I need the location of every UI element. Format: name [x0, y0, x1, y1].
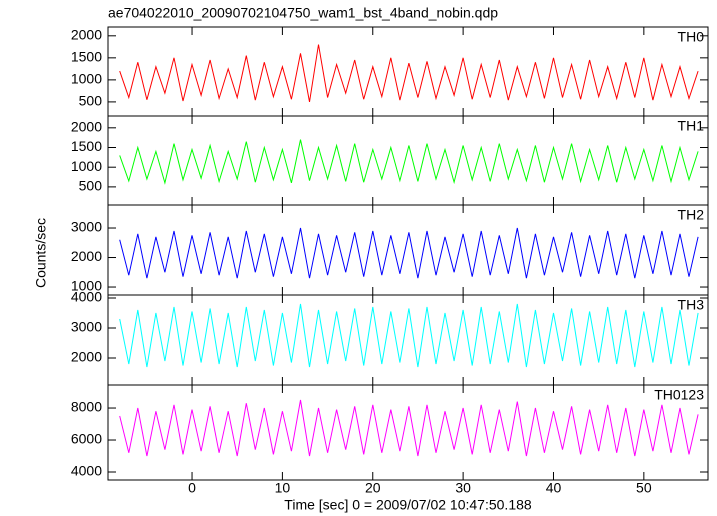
series-line [119, 139, 699, 185]
y-tick-label: 2000 [71, 349, 102, 365]
x-tick-label: 40 [546, 480, 562, 496]
panel-frame [107, 294, 709, 386]
x-tick-label: 20 [365, 480, 381, 496]
panel-frame [107, 115, 709, 206]
y-tick-label: 1500 [71, 138, 102, 154]
series-line [119, 399, 699, 457]
y-tick-label: 3000 [71, 319, 102, 335]
y-tick-label: 8000 [71, 399, 102, 415]
series-name: TH2 [678, 207, 705, 223]
series-name: TH3 [678, 297, 705, 313]
y-tick-label: 500 [79, 93, 103, 109]
x-axis-label: Time [sec] 0 = 2009/07/02 10:47:50.188 [284, 497, 532, 513]
series-name: TH0 [678, 29, 705, 45]
panel-frame [107, 204, 709, 296]
panel-frame [107, 384, 709, 481]
chart-title: ae704022010_20090702104750_wam1_bst_4ban… [108, 5, 498, 21]
panel-frame [107, 26, 709, 117]
y-tick-label: 1500 [71, 49, 102, 65]
series-line [119, 227, 699, 279]
y-axis-label: Counts/sec [33, 218, 49, 288]
y-tick-label: 6000 [71, 431, 102, 447]
series-line [119, 303, 699, 368]
y-tick-label: 500 [79, 178, 103, 194]
series-line [119, 44, 699, 102]
y-tick-label: 3000 [71, 219, 102, 235]
y-tick-label: 2000 [71, 119, 102, 135]
y-tick-label: 1000 [71, 278, 102, 294]
y-tick-label: 2000 [71, 248, 102, 264]
y-tick-label: 1000 [71, 158, 102, 174]
x-tick-label: 0 [188, 480, 196, 496]
x-tick-label: 50 [636, 480, 652, 496]
series-name: TH0123 [654, 387, 704, 403]
y-tick-label: 2000 [71, 27, 102, 43]
x-tick-label: 10 [275, 480, 291, 496]
y-tick-label: 4000 [71, 289, 102, 305]
y-tick-label: 4000 [71, 463, 102, 479]
series-name: TH1 [678, 118, 705, 134]
y-tick-label: 1000 [71, 71, 102, 87]
x-tick-label: 30 [455, 480, 471, 496]
